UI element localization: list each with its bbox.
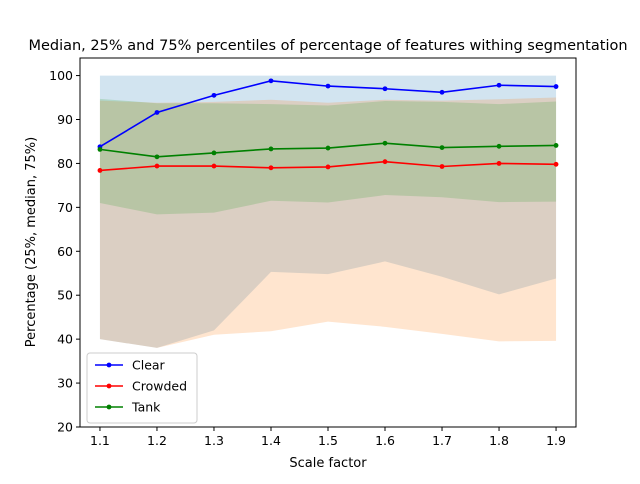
point-tank [268,146,274,152]
legend-marker [106,404,112,410]
legend-marker [106,383,112,389]
band-clear [99,75,557,348]
point-tank [325,145,331,151]
legend-box [86,352,198,424]
band-tank [99,98,557,215]
x-tick-label: 1.9 [546,433,566,448]
point-clear [325,83,331,89]
point-tank [553,143,559,148]
legend-marker [106,362,112,368]
x-axis-label: Scale factor [289,456,367,471]
point-crowded [553,161,559,167]
point-tank [439,145,445,151]
y-tick-label: 70 [57,200,73,215]
point-tank [97,146,103,152]
legend-label: Crowded [132,379,187,394]
point-tank [154,154,160,160]
point-clear [439,89,445,95]
y-tick-label: 90 [57,112,73,127]
band-crowded [99,97,557,348]
point-clear [553,84,559,89]
point-crowded [154,163,160,169]
y-axis: 20 30 40 50 60 70 80 90 100 [49,68,80,435]
point-clear [496,82,502,88]
y-tick-label: 50 [57,288,73,303]
y-tick-label: 40 [57,332,73,347]
x-tick-label: 1.7 [432,433,452,448]
x-tick-label: 1.4 [261,433,281,448]
point-clear [154,110,160,115]
chart-title: Median, 25% and 75% percentiles of perce… [28,38,627,54]
x-axis: 1.1 1.2 1.3 1.4 1.5 1.6 1.7 1.8 1.9 [90,427,566,448]
point-tank [496,143,502,149]
legend-label: Clear [132,358,166,373]
y-tick-label: 100 [49,68,73,83]
median-lines [97,78,559,173]
point-crowded [97,168,103,173]
y-axis-label: Percentage (25%, median, 75%) [24,137,39,347]
legend: Clear Crowded Tank [86,352,198,424]
y-tick-label: 20 [57,420,73,435]
x-tick-label: 1.3 [204,433,224,448]
point-tank [211,150,217,156]
point-tank [382,140,388,146]
y-tick-label: 30 [57,376,73,391]
y-tick-label: 60 [57,244,73,259]
x-tick-label: 1.5 [318,433,338,448]
percentile-bands [99,75,557,348]
point-crowded [382,159,388,165]
point-clear [268,78,274,84]
x-tick-label: 1.2 [147,433,167,448]
point-crowded [211,163,217,169]
point-crowded [268,165,274,171]
y-tick-label: 80 [57,156,73,171]
point-crowded [325,164,331,170]
legend-label: Tank [131,400,161,415]
point-crowded [439,164,445,169]
point-clear [382,86,388,92]
x-tick-label: 1.6 [375,433,395,448]
point-crowded [496,161,502,166]
x-tick-label: 1.1 [90,433,110,448]
point-clear [211,92,217,98]
x-tick-label: 1.8 [489,433,509,448]
